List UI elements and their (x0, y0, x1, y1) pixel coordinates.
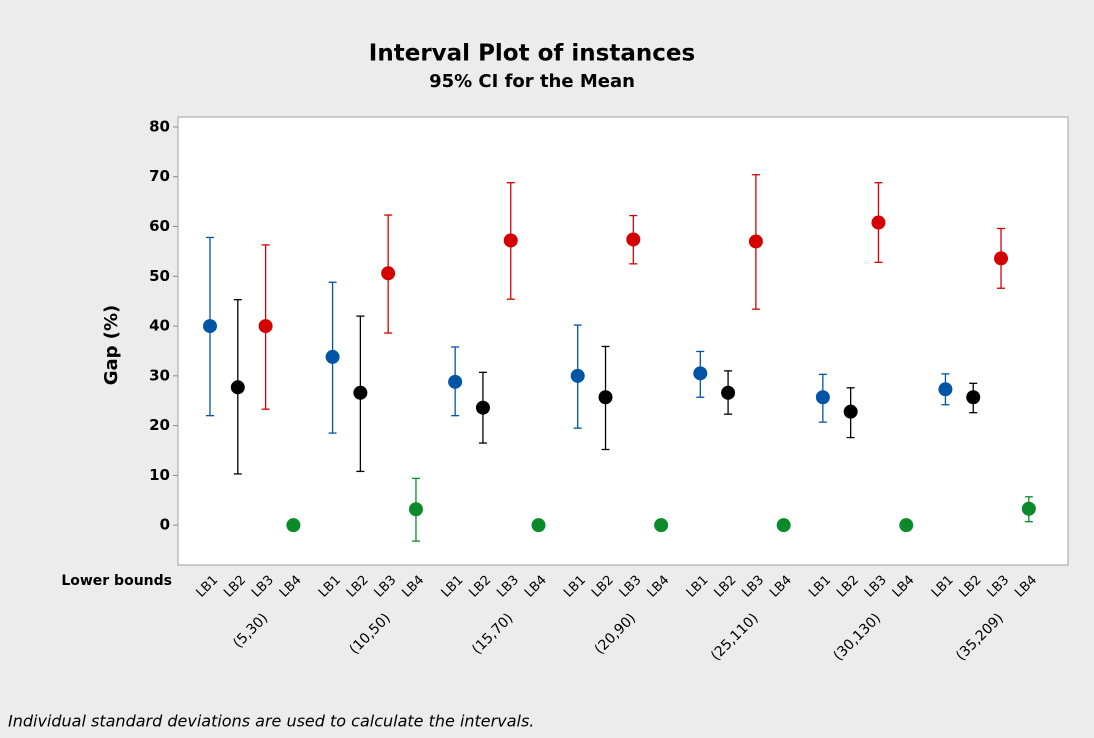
mean-point (1021, 501, 1036, 516)
mean-point (408, 502, 423, 517)
footnote: Individual standard deviations are used … (8, 712, 534, 731)
mean-point (843, 404, 858, 419)
y-axis-label: Gap (%) (101, 305, 122, 386)
mean-point (353, 385, 368, 400)
y-tick-label: 0 (160, 516, 170, 534)
mean-point (448, 374, 463, 389)
mean-point (258, 319, 273, 334)
mean-point (381, 266, 396, 281)
y-tick-label: 30 (149, 366, 170, 384)
mean-point (626, 232, 641, 247)
mean-point (654, 518, 669, 533)
y-tick-label: 40 (149, 317, 170, 335)
mean-point (721, 385, 736, 400)
chart-subtitle: 95% CI for the Mean (429, 71, 635, 92)
x-axis-label: Lower bounds (61, 573, 172, 589)
mean-point (230, 380, 245, 395)
mean-point (966, 390, 981, 405)
mean-point (203, 319, 217, 334)
mean-point (748, 234, 763, 249)
mean-point (994, 251, 1009, 266)
mean-point (776, 518, 791, 533)
mean-point (475, 400, 490, 415)
mean-point (286, 518, 301, 533)
mean-point (325, 349, 340, 364)
mean-point (693, 366, 708, 381)
mean-point (503, 233, 518, 248)
y-tick-label: 50 (149, 267, 170, 285)
y-tick-label: 60 (149, 217, 170, 235)
chart-title: Interval Plot of instances (369, 41, 695, 67)
y-tick-label: 80 (149, 117, 170, 135)
mean-point (938, 382, 953, 397)
mean-point (598, 390, 613, 405)
y-tick-label: 20 (149, 416, 170, 434)
mean-point (815, 390, 830, 405)
y-tick-label: 10 (149, 466, 170, 484)
mean-point (531, 518, 546, 533)
plot-area (177, 116, 1069, 566)
mean-point (871, 215, 886, 230)
mean-point (899, 518, 914, 533)
mean-point (570, 368, 585, 383)
y-tick-label: 70 (149, 167, 170, 185)
